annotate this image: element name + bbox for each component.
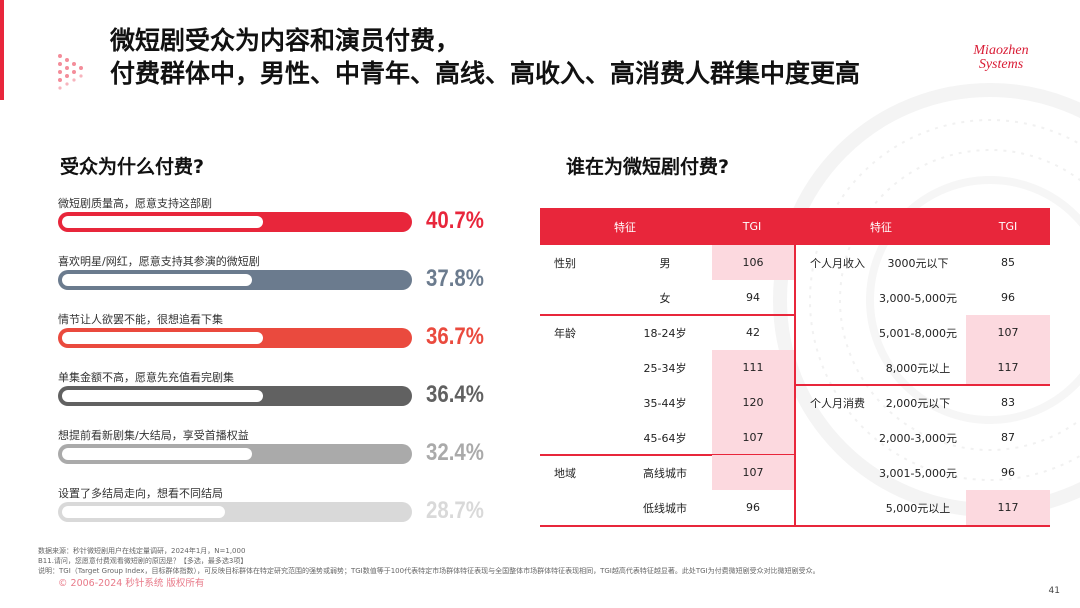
reason-item: 设置了多结局走向，想看不同结局 28.7% xyxy=(58,485,488,543)
tgi-value: 85 xyxy=(1001,256,1015,269)
miaozhen-logo: Miaozhen Systems xyxy=(973,43,1029,72)
row-label: 女 xyxy=(659,291,671,305)
header-feature-left: 特征 xyxy=(614,220,636,234)
row-label: 35-44岁 xyxy=(643,396,687,410)
reasons-section-title: 受众为什么付费? xyxy=(60,156,205,178)
reason-percentage: 37.8% xyxy=(426,265,484,292)
payers-section-title: 谁在为微短剧付费? xyxy=(566,156,730,178)
reason-bar xyxy=(58,502,412,522)
tgi-value: 117 xyxy=(966,490,1050,525)
reason-label: 喜欢明星/网红，愿意支持其参演的微短剧 xyxy=(58,255,260,268)
reason-bar-highlight xyxy=(62,506,225,518)
row-label: 2,000元以下 xyxy=(885,396,951,410)
header-tgi-right: TGI xyxy=(998,220,1018,233)
group-separator xyxy=(540,454,794,456)
reason-bar-highlight xyxy=(62,390,263,402)
title-line-1: 微短剧受众为内容和演员付费， xyxy=(110,26,461,55)
reason-label: 想提前看新剧集/大结局，享受首播权益 xyxy=(58,429,249,442)
group-name: 个人月消费 xyxy=(810,396,865,410)
title-line-2: 付费群体中，男性、中青年、高线、高收入、高消费人群集中度更高 xyxy=(110,59,861,88)
tgi-explanation-note: 说明：TGI（Target Group Index，目标群体指数），可反映目标群… xyxy=(38,567,820,575)
row-label: 高线城市 xyxy=(643,466,687,480)
source-note: 数据来源：秒针微短剧用户在线定量调研，2024年1月，N=1,000 xyxy=(38,547,246,555)
group-name: 个人月收入 xyxy=(810,256,865,270)
group-name: 性别 xyxy=(554,256,576,270)
group-separator xyxy=(796,384,1050,386)
reason-item: 想提前看新剧集/大结局，享受首播权益 32.4% xyxy=(58,427,488,485)
tgi-value: 106 xyxy=(712,245,794,280)
page-number: 41 xyxy=(1048,586,1060,596)
tgi-value: 111 xyxy=(712,350,794,385)
header-feature-right: 特征 xyxy=(870,220,892,234)
reason-percentage: 40.7% xyxy=(426,207,484,234)
row-label: 5,001-8,000元 xyxy=(879,326,957,340)
reason-item: 微短剧质量高，愿意支持这部剧 40.7% xyxy=(58,195,488,253)
table-bottom-line xyxy=(540,525,1050,527)
reason-bar xyxy=(58,444,412,464)
chevron-arrows-icon xyxy=(58,54,83,90)
tgi-value: 120 xyxy=(712,385,794,420)
reason-bar xyxy=(58,212,412,232)
tgi-value: 42 xyxy=(746,326,760,339)
tgi-value: 87 xyxy=(1001,431,1015,444)
tgi-table: 特征 TGI 特征 TGI 性别 男 106 女 94 年龄 18-24岁 42 25-34岁 111 35… xyxy=(540,208,1050,527)
reason-percentage: 32.4% xyxy=(426,439,484,466)
column-divider xyxy=(794,245,796,525)
reason-item: 情节让人欲罢不能，很想追看下集 36.7% xyxy=(58,311,488,369)
reason-label: 设置了多结局走向，想看不同结局 xyxy=(58,487,223,500)
tgi-value: 96 xyxy=(1001,466,1015,479)
group-name: 年龄 xyxy=(554,326,576,340)
reason-percentage: 36.4% xyxy=(426,381,484,408)
question-note: B11.请问，您愿意付费观看微短剧的原因是？【多选，最多选3项】 xyxy=(38,557,248,565)
page-title: 微短剧受众为内容和演员付费， 付费群体中，男性、中青年、高线、高收入、高消费人群… xyxy=(110,24,970,90)
row-label: 45-64岁 xyxy=(643,431,687,445)
tgi-value: 117 xyxy=(966,350,1050,385)
reason-item: 单集金额不高，愿意先充值看完剧集 36.4% xyxy=(58,369,488,427)
reason-bar xyxy=(58,328,412,348)
table-header-band xyxy=(540,208,1050,245)
group-separator xyxy=(540,314,794,316)
row-label: 3,000-5,000元 xyxy=(879,291,957,305)
row-label: 2,000-3,000元 xyxy=(879,431,957,445)
footnotes: 数据来源：秒针微短剧用户在线定量调研，2024年1月，N=1,000 B11.请… xyxy=(38,546,820,576)
reason-percentage: 28.7% xyxy=(426,497,484,524)
row-label: 3000元以下 xyxy=(887,256,949,270)
row-label: 5,000元以上 xyxy=(885,501,951,515)
reason-label: 单集金额不高，愿意先充值看完剧集 xyxy=(58,371,234,384)
row-label: 25-34岁 xyxy=(643,361,687,375)
group-name: 地域 xyxy=(554,466,576,480)
reason-bar xyxy=(58,270,412,290)
row-label: 8,000元以上 xyxy=(885,361,951,375)
tgi-value: 107 xyxy=(966,315,1050,350)
header-tgi-left: TGI xyxy=(742,220,762,233)
tgi-value: 83 xyxy=(1001,396,1015,409)
row-label: 男 xyxy=(659,256,671,270)
reason-bar-highlight xyxy=(62,332,263,344)
reason-bar-highlight xyxy=(62,216,263,228)
reason-bar xyxy=(58,386,412,406)
reason-bar-highlight xyxy=(62,448,252,460)
row-label: 18-24岁 xyxy=(643,326,687,340)
accent-bar xyxy=(0,0,4,100)
reason-item: 喜欢明星/网红，愿意支持其参演的微短剧 37.8% xyxy=(58,253,488,311)
tgi-value: 94 xyxy=(746,291,760,304)
tgi-value: 96 xyxy=(746,501,760,514)
reasons-list: 微短剧质量高，愿意支持这部剧 40.7% 喜欢明星/网红，愿意支持其参演的微短剧 37… xyxy=(58,195,488,543)
reason-percentage: 36.7% xyxy=(426,323,484,350)
copyright: © 2006-2024 秒针系统 版权所有 xyxy=(58,578,205,589)
reason-label: 情节让人欲罢不能，很想追看下集 xyxy=(58,313,223,326)
row-label: 3,001-5,000元 xyxy=(879,466,957,480)
row-label: 低线城市 xyxy=(643,501,687,515)
reason-label: 微短剧质量高，愿意支持这部剧 xyxy=(58,197,212,210)
tgi-value: 107 xyxy=(712,455,794,490)
tgi-value: 107 xyxy=(712,420,794,455)
tgi-value: 96 xyxy=(1001,291,1015,304)
reason-bar-highlight xyxy=(62,274,252,286)
